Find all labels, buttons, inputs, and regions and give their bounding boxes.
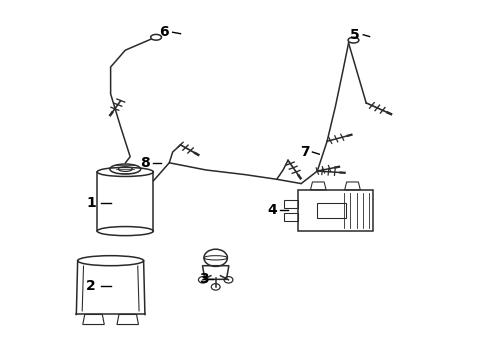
Text: 4: 4 xyxy=(267,203,277,217)
Text: 2: 2 xyxy=(86,279,96,293)
Text: 6: 6 xyxy=(160,25,169,39)
Text: 8: 8 xyxy=(140,156,150,170)
Text: 5: 5 xyxy=(350,28,360,42)
Text: 7: 7 xyxy=(300,145,309,159)
Text: 1: 1 xyxy=(86,196,96,210)
Text: 3: 3 xyxy=(198,271,208,285)
